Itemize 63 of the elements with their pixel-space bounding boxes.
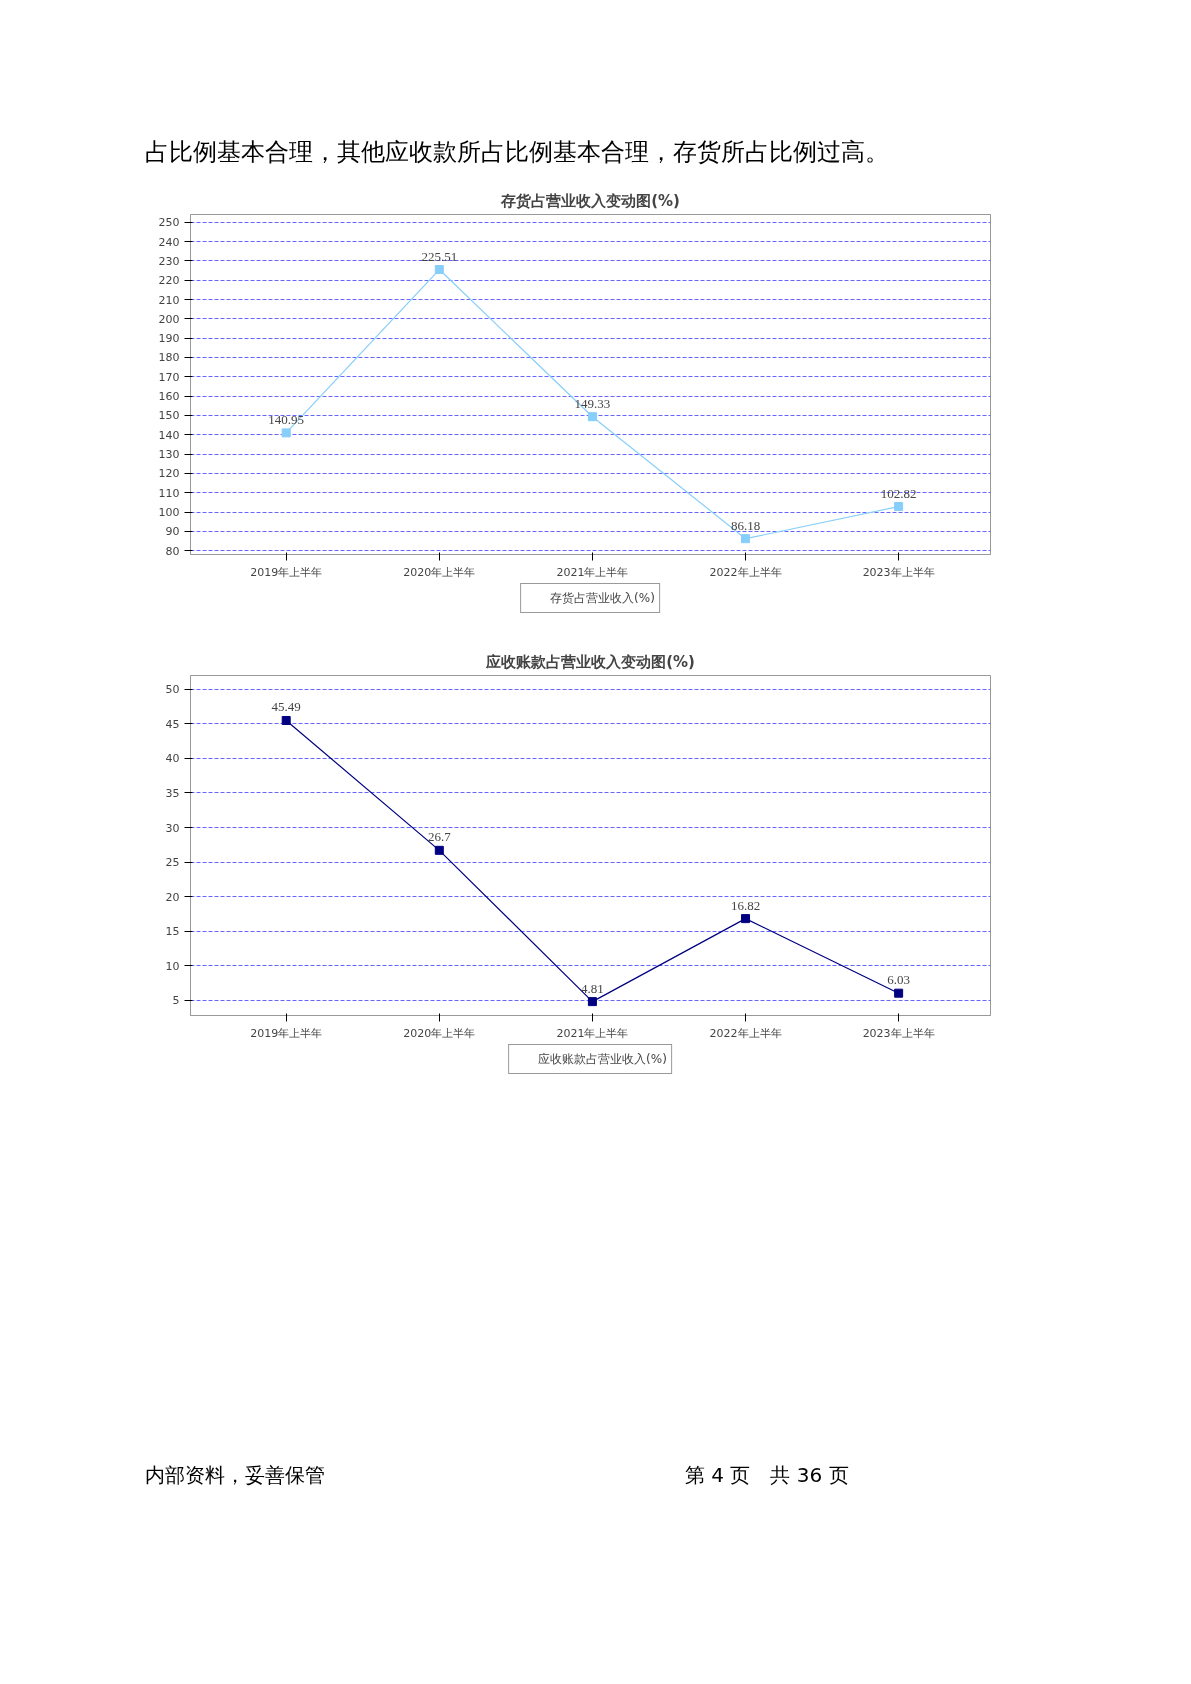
y-tick-label: 180 (158, 351, 180, 365)
point (741, 534, 751, 544)
point (741, 914, 751, 924)
x-tick-label: 2019年上半年 (250, 1026, 323, 1040)
point (587, 997, 597, 1007)
x-tick-label: 2022年上半年 (709, 565, 782, 579)
x-tick-label: 2020年上半年 (403, 565, 476, 579)
y-tick-label: 230 (158, 255, 180, 269)
y-tick-label: 35 (165, 787, 180, 801)
x-tick-label: 2020年上半年 (403, 1026, 476, 1040)
text: 存货占营业收入(%) (550, 589, 655, 607)
chart-title: 应收账款占营业收入变动图(%) (485, 652, 695, 671)
y-tick-label: 5 (172, 994, 180, 1008)
data-label: 6.03 (887, 972, 911, 988)
y-tick-label: 160 (158, 390, 180, 404)
y-tick-label: 45 (165, 718, 180, 732)
data-label: 225.51 (421, 248, 458, 264)
y-tick-label: 190 (158, 332, 180, 346)
y-tick-label: 170 (158, 371, 180, 385)
point (434, 265, 444, 275)
y-tick-label: 10 (165, 960, 180, 974)
y-tick-label: 30 (165, 821, 180, 835)
x-tick-label: 2023年上半年 (862, 565, 935, 579)
data-label: 140.95 (268, 412, 305, 428)
point (587, 412, 597, 422)
y-tick-label: 40 (165, 752, 180, 766)
y-tick-label: 100 (158, 506, 180, 520)
data-label: 45.49 (271, 699, 301, 715)
y-tick-label: 240 (158, 235, 180, 249)
y-tick-label: 80 (165, 544, 180, 558)
x-tick-label: 2021年上半年 (556, 1026, 629, 1040)
point (281, 428, 291, 438)
point (434, 846, 444, 856)
y-tick-label: 120 (158, 467, 180, 481)
y-tick-label: 20 (165, 890, 180, 904)
data-label: 16.82 (730, 897, 761, 913)
data-label: 86.18 (730, 517, 761, 533)
text: 占比例基本合理，其他应收款所占比例基本合理，存货所占比例过高。 (145, 137, 889, 168)
y-tick-label: 250 (158, 216, 180, 230)
y-tick-label: 90 (165, 525, 180, 539)
y-tick-label: 130 (158, 448, 180, 462)
chart-title: 存货占营业收入变动图(%) (500, 191, 680, 210)
y-tick-label: 150 (158, 409, 180, 423)
y-tick-label: 220 (158, 274, 180, 288)
data-label: 102.82 (880, 485, 917, 501)
data-label: 4.81 (581, 980, 604, 996)
y-tick-label: 50 (165, 683, 180, 697)
y-tick-label: 140 (158, 429, 180, 443)
y-tick-label: 15 (165, 925, 180, 939)
y-tick-label: 200 (158, 313, 180, 327)
x-tick-label: 2023年上半年 (862, 1026, 935, 1040)
x-tick-label: 2021年上半年 (556, 565, 629, 579)
y-tick-label: 25 (165, 856, 180, 870)
point (894, 502, 904, 512)
text: 应收账款占营业收入(%) (538, 1050, 667, 1068)
x-tick-label: 2019年上半年 (250, 565, 323, 579)
data-label: 26.7 (427, 829, 452, 845)
x-tick-label: 2022年上半年 (709, 1026, 782, 1040)
y-tick-label: 110 (158, 486, 180, 500)
y-tick-label: 210 (158, 293, 180, 307)
point (894, 988, 904, 998)
text: 内部资料，妥善保管 第 4 页 共 36 页 (145, 1463, 849, 1488)
point (281, 716, 291, 726)
